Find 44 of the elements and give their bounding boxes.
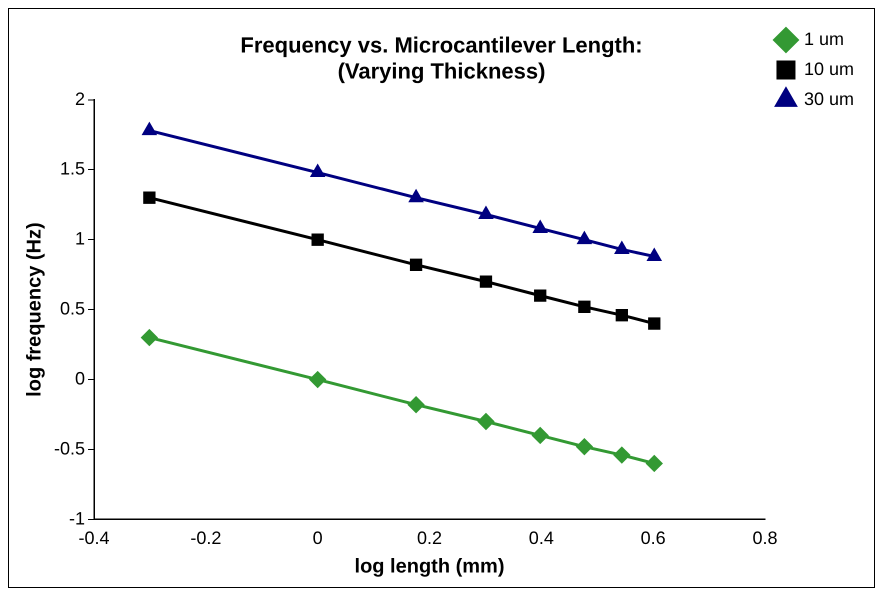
point [646, 248, 662, 261]
point [478, 206, 494, 219]
y-tick-label: 1.5 [60, 158, 86, 179]
point [616, 309, 628, 322]
point [143, 192, 156, 204]
point [408, 189, 424, 202]
x-tick-label: 0.8 [752, 528, 778, 548]
point [648, 317, 660, 330]
point [532, 220, 548, 233]
point [410, 258, 422, 271]
chart-title: Frequency vs. Microcantilever Length: (Varying Thickness) [240, 32, 643, 84]
x-axis-title: log length (mm) [354, 556, 504, 578]
point [534, 289, 546, 302]
legend-label: 10 um [804, 58, 854, 79]
legend-label: 1 um [804, 28, 844, 49]
x-tick-label: 0 [312, 528, 323, 548]
y-tick-label: 2 [75, 88, 86, 109]
x-tick-label: 0.4 [528, 528, 554, 548]
point [576, 231, 592, 244]
point [646, 454, 663, 472]
point [576, 438, 593, 456]
y-tick-label: 0 [75, 368, 86, 388]
x-tick-label: 0.6 [640, 528, 666, 548]
point [310, 164, 326, 178]
point [312, 234, 324, 246]
y-tick-label: -1 [69, 508, 86, 528]
x-tick-label: -0.4 [78, 528, 110, 548]
point [140, 329, 158, 346]
point [614, 240, 630, 254]
point [613, 446, 630, 464]
y-tick-label: 1 [75, 228, 86, 249]
point [480, 275, 492, 288]
legend-label: 30 um [804, 88, 854, 109]
x-tick-label: 0.2 [416, 528, 442, 548]
x-tick-label: -0.2 [190, 528, 222, 548]
point [477, 412, 494, 430]
point [142, 122, 157, 136]
y-axis-title: log frequency (Hz) [24, 222, 46, 397]
y-tick-label: 0.5 [60, 298, 86, 319]
y-tick-label: -0.5 [54, 438, 86, 458]
point [309, 371, 326, 388]
point [408, 396, 425, 414]
point [578, 300, 591, 313]
point [532, 426, 549, 444]
